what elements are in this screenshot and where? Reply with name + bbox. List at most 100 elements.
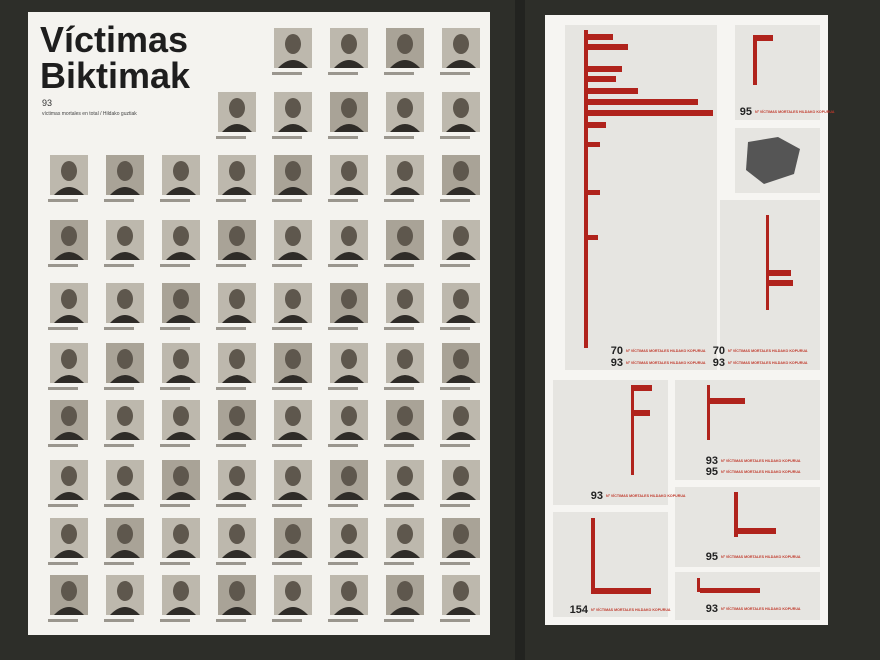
portrait-name — [272, 327, 302, 330]
portrait-head — [341, 98, 357, 118]
figure-caption: Nº VÍCTIMAS MORTALES HILDAKO KOPURUA — [728, 360, 808, 365]
portrait-shoulders — [390, 550, 420, 558]
box — [553, 380, 668, 505]
portrait-shoulders — [110, 607, 140, 615]
portrait-shoulders — [446, 375, 476, 383]
portrait-shoulders — [278, 187, 308, 195]
portrait-head — [229, 98, 245, 118]
bar — [588, 190, 600, 195]
portrait-name — [272, 444, 302, 447]
total: 93 — [42, 98, 52, 108]
portrait-head — [173, 226, 189, 246]
portrait-head — [173, 524, 189, 544]
portrait-head — [173, 161, 189, 181]
portrait-name — [272, 619, 302, 622]
portrait-name — [48, 327, 78, 330]
portrait-shoulders — [166, 187, 196, 195]
portrait-shoulders — [390, 607, 420, 615]
portrait-shoulders — [110, 187, 140, 195]
portrait-head — [61, 289, 77, 309]
portrait-name — [104, 199, 134, 202]
portrait-name — [272, 387, 302, 390]
portrait-name — [104, 444, 134, 447]
portrait-name — [216, 327, 246, 330]
portrait-shoulders — [222, 432, 252, 440]
portrait-name — [160, 387, 190, 390]
portrait-shoulders — [390, 315, 420, 323]
bar — [588, 66, 622, 72]
portrait-shoulders — [166, 252, 196, 260]
portrait-head — [341, 524, 357, 544]
portrait-shoulders — [54, 315, 84, 323]
title-line: Biktimak — [40, 55, 191, 96]
portrait-shoulders — [334, 315, 364, 323]
portrait-shoulders — [222, 187, 252, 195]
figure-caption: Nº VÍCTIMAS MORTALES HILDAKO KOPURUA — [626, 360, 706, 365]
figure-caption: Nº VÍCTIMAS MORTALES HILDAKO KOPURUA — [755, 109, 835, 114]
bar — [588, 122, 606, 128]
portrait-head — [397, 161, 413, 181]
bar — [634, 410, 650, 416]
portrait-name — [440, 327, 470, 330]
portrait-shoulders — [222, 124, 252, 132]
portrait-name — [272, 264, 302, 267]
title-line: Víctimas — [40, 19, 188, 60]
portrait-head — [397, 524, 413, 544]
portrait-name — [160, 444, 190, 447]
portrait-head — [173, 349, 189, 369]
portrait-head — [229, 226, 245, 246]
portrait-name — [160, 562, 190, 565]
portrait-name — [328, 136, 358, 139]
figure-value: 93 — [713, 357, 725, 369]
figure-value: 154 — [570, 604, 589, 616]
box — [675, 380, 820, 480]
portrait-name — [104, 619, 134, 622]
portrait-shoulders — [54, 252, 84, 260]
portrait-name — [384, 504, 414, 507]
portrait-head — [61, 161, 77, 181]
portrait-head — [285, 161, 301, 181]
bar — [700, 588, 760, 593]
box — [675, 572, 820, 620]
portrait-head — [61, 466, 77, 486]
portrait-name — [48, 504, 78, 507]
portrait-shoulders — [166, 492, 196, 500]
portrait-head — [453, 34, 469, 54]
portrait-shoulders — [278, 60, 308, 68]
portrait-shoulders — [278, 432, 308, 440]
portrait-head — [117, 226, 133, 246]
portrait-head — [285, 524, 301, 544]
total-caption: víctimas mortales en total / Hildako guz… — [42, 111, 137, 117]
portrait-head — [229, 161, 245, 181]
portrait-head — [229, 581, 245, 601]
portrait-name — [216, 619, 246, 622]
portrait-name — [440, 562, 470, 565]
bar — [734, 528, 776, 534]
portrait-shoulders — [166, 375, 196, 383]
portrait-head — [229, 406, 245, 426]
chart-illustration — [584, 30, 793, 594]
bar — [591, 588, 651, 594]
portrait-head — [285, 581, 301, 601]
portrait-head — [453, 161, 469, 181]
axis — [697, 578, 700, 592]
portrait-shoulders — [222, 315, 252, 323]
portrait-shoulders — [334, 432, 364, 440]
axis — [753, 35, 757, 85]
portrait-name — [384, 72, 414, 75]
portrait-name — [328, 264, 358, 267]
portrait-shoulders — [278, 124, 308, 132]
figure-caption: Nº VÍCTIMAS MORTALES HILDAKO KOPURUA — [721, 458, 801, 463]
box — [553, 512, 668, 617]
portrait-head — [229, 466, 245, 486]
portrait-shoulders — [446, 124, 476, 132]
portrait-name — [48, 199, 78, 202]
portrait-shoulders — [110, 375, 140, 383]
portrait-name — [440, 387, 470, 390]
portrait-shoulders — [166, 550, 196, 558]
portrait-shoulders — [222, 492, 252, 500]
figure-value: 70 — [713, 345, 725, 357]
portrait-head — [341, 289, 357, 309]
